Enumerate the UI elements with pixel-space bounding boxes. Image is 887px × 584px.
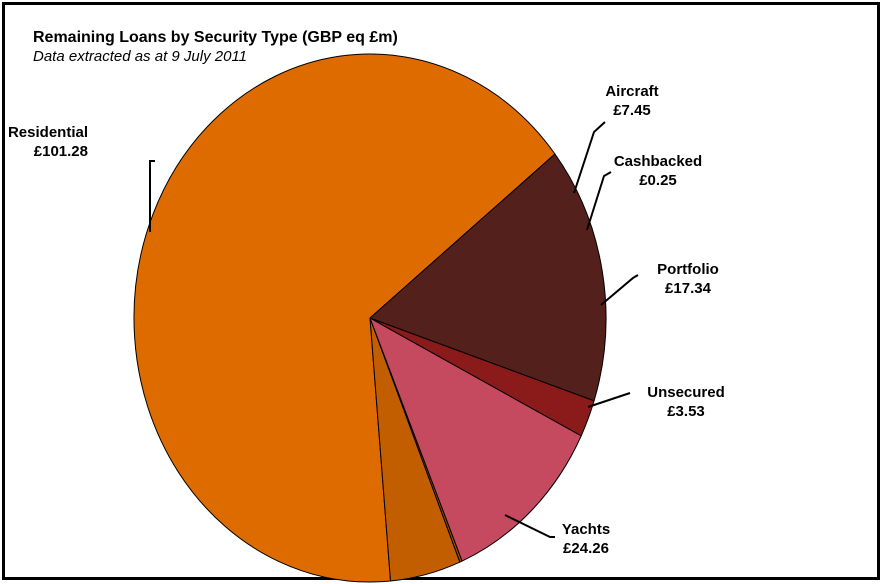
- pie-slice-residential: [133, 53, 556, 583]
- leader-line-portfolio: [600, 274, 639, 306]
- pie-slice-portfolio: [369, 317, 582, 562]
- chart-title: Remaining Loans by Security Type (GBP eq…: [33, 29, 398, 46]
- leader-line-cashbacked: [586, 171, 612, 231]
- slice-value-unsecured: £3.53: [667, 403, 705, 420]
- pie-slice-yachts: [369, 153, 607, 402]
- slice-label-unsecured: Unsecured: [647, 384, 725, 401]
- slice-label-yachts: Yachts: [562, 521, 610, 538]
- slice-label-cashbacked: Cashbacked: [614, 153, 702, 170]
- slice-value-yachts: £24.26: [563, 540, 609, 557]
- slice-label-residential: Residential: [8, 124, 88, 141]
- chart-subtitle: Data extracted as at 9 July 2011: [33, 48, 248, 65]
- slice-value-aircraft: £7.45: [613, 102, 651, 119]
- slice-value-portfolio: £17.34: [665, 280, 712, 297]
- leader-line-residential: [149, 160, 155, 232]
- leader-line-yachts: [504, 514, 555, 538]
- slice-label-portfolio: Portfolio: [657, 261, 719, 278]
- slice-value-residential: £101.28: [34, 143, 88, 160]
- slice-label-aircraft: Aircraft: [605, 83, 658, 100]
- slice-value-cashbacked: £0.25: [639, 172, 677, 189]
- leader-line-aircraft: [573, 121, 606, 194]
- leader-line-unsecured: [587, 392, 631, 408]
